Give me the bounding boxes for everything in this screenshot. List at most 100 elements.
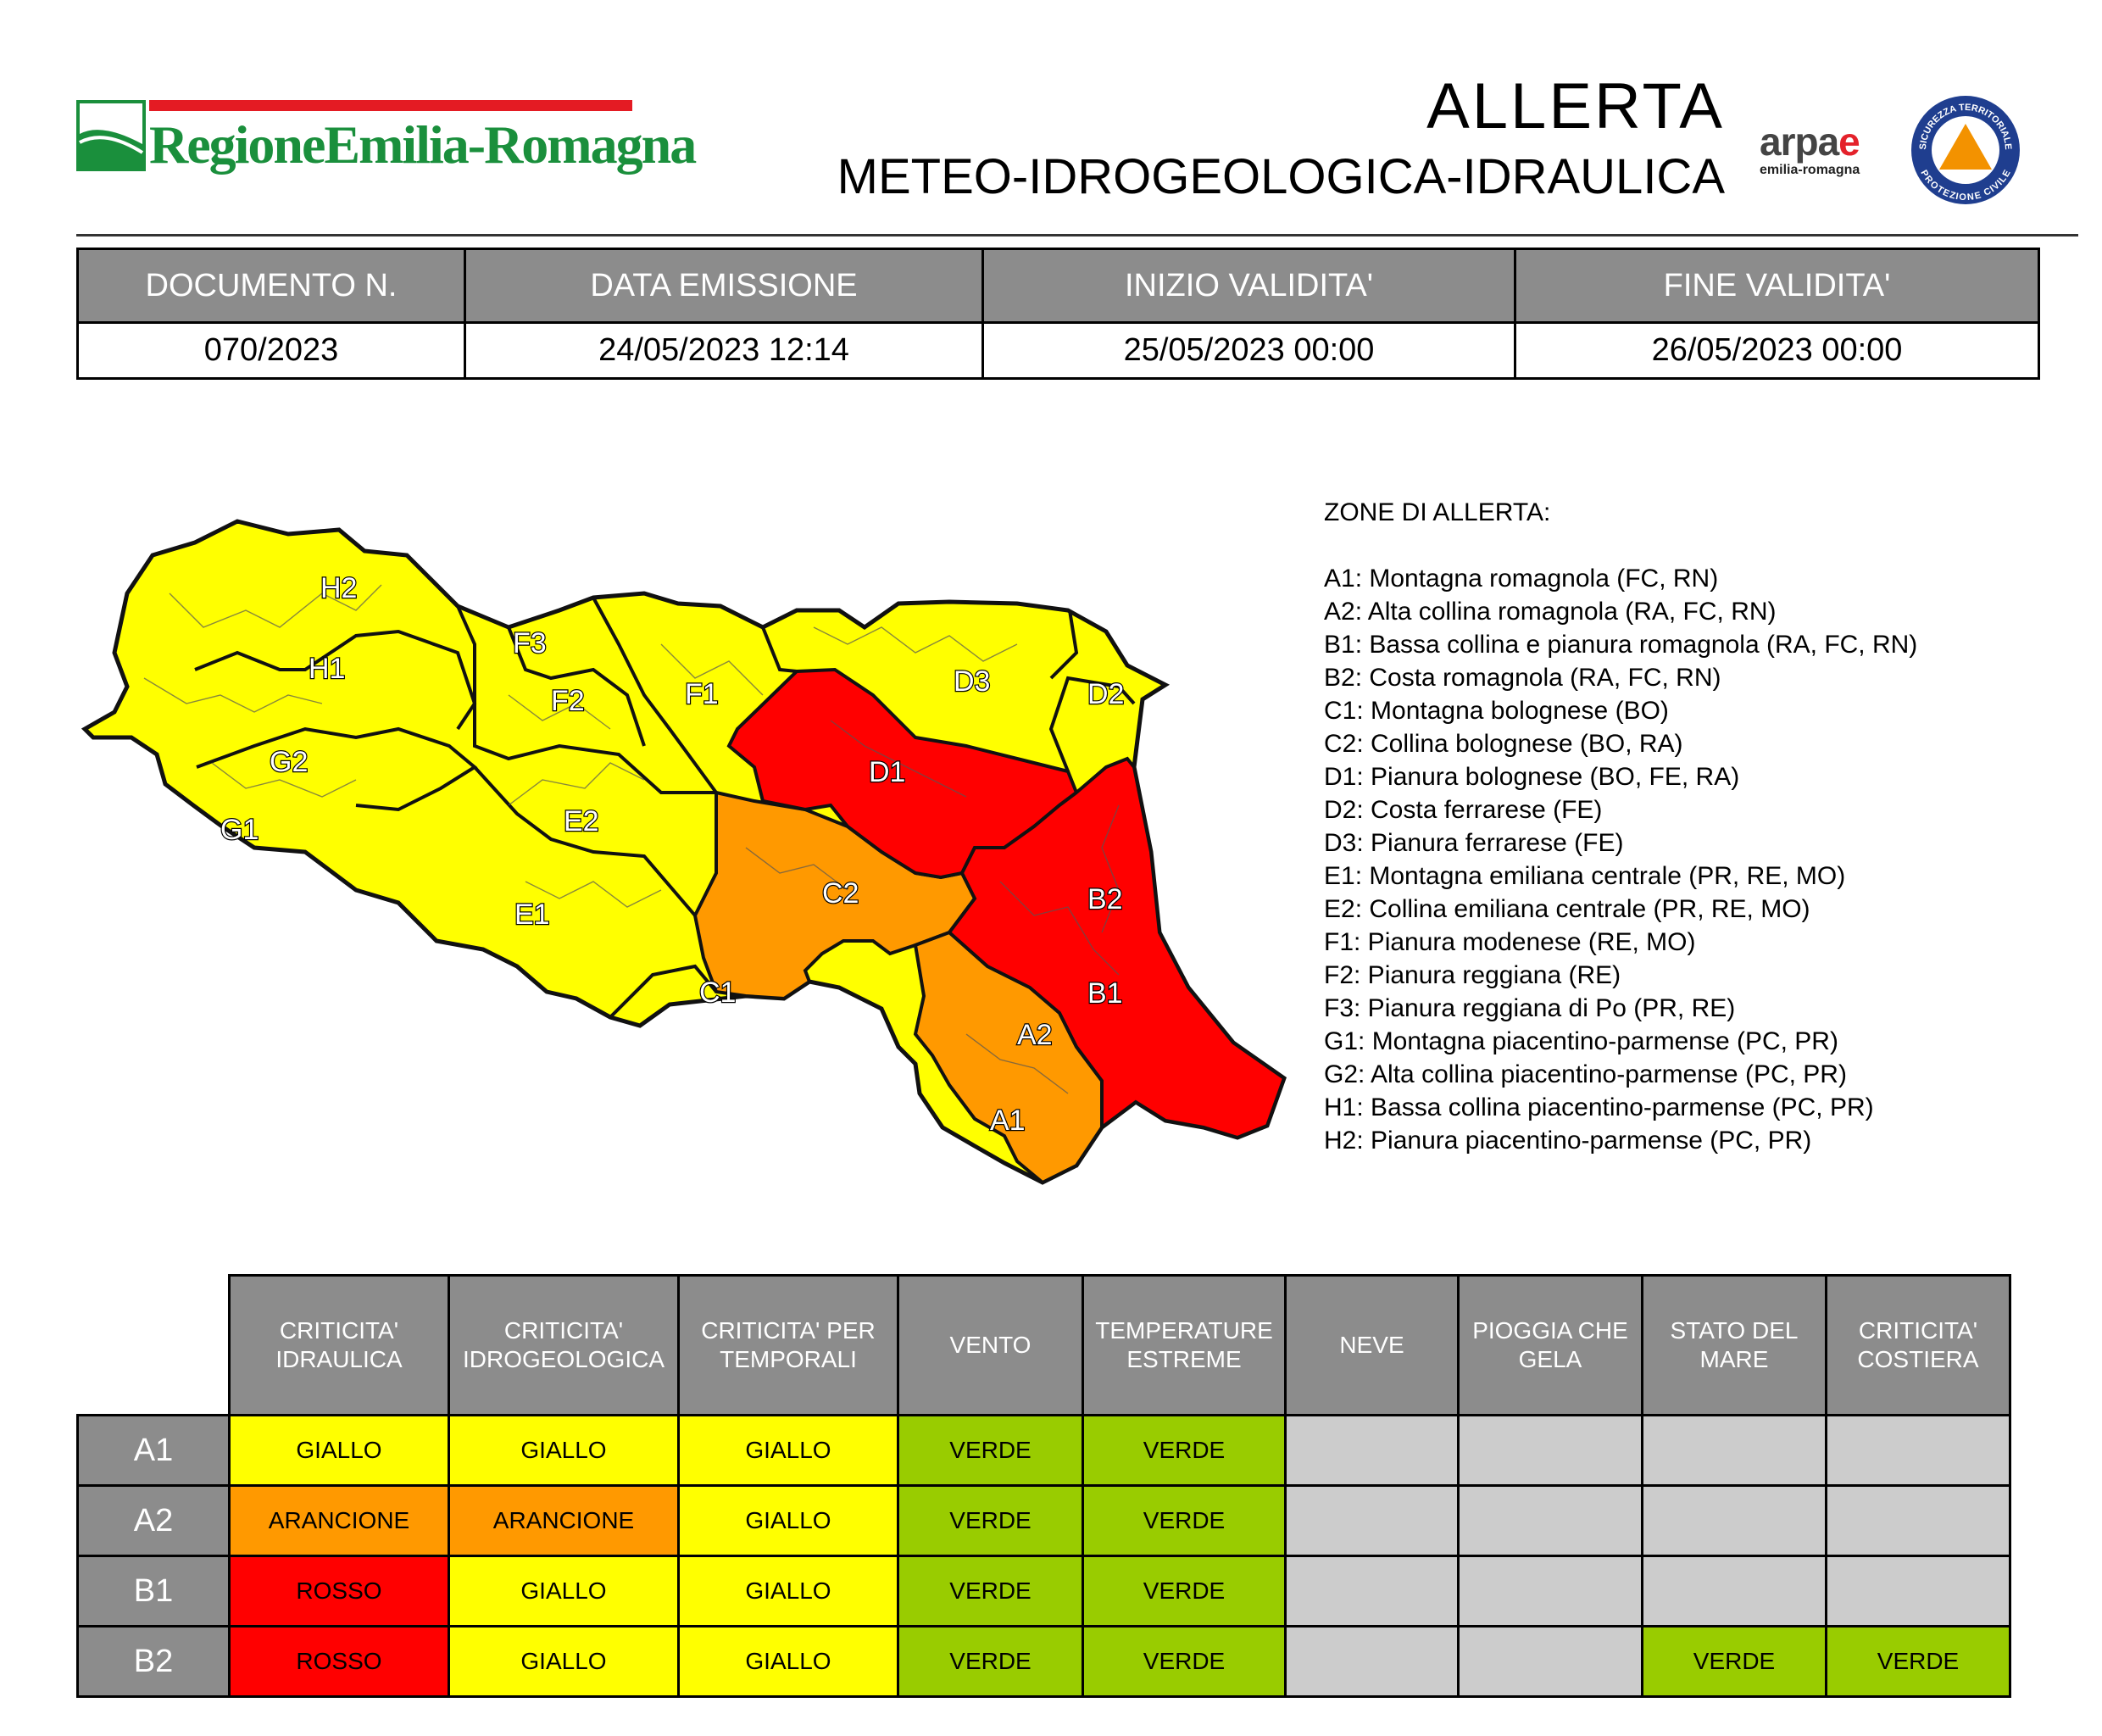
zone-item: E2: Collina emiliana centrale (PR, RE, M… (1324, 895, 1810, 923)
alert-column-header-line: MARE (1699, 1346, 1769, 1372)
document-info-table: DOCUMENTO N. DATA EMISSIONE INIZIO VALID… (76, 248, 2040, 380)
zone-item: D2: Costa ferrarese (FE) (1324, 796, 1603, 824)
alert-level-cell: GIALLO (677, 1625, 899, 1698)
map-label-c2: C2 (822, 877, 859, 910)
alert-level-cell (1641, 1555, 1827, 1628)
alert-level-cell (1825, 1555, 2011, 1628)
alert-level-cell (1641, 1484, 1827, 1557)
zone-item: B2: Costa romagnola (RA, FC, RN) (1324, 664, 1721, 692)
alert-column-header: CRITICITA' COSTIERA (1825, 1274, 2011, 1416)
alert-column-header-line: IDRAULICA (275, 1346, 403, 1372)
alert-column-header-line: TEMPORALI (720, 1346, 857, 1372)
map-label-d2: D2 (1087, 678, 1124, 710)
region-name: RegioneEmilia-Romagna (149, 114, 697, 175)
alert-column-header: CRITICITA' IDRAULICA (228, 1274, 450, 1416)
zone-item: G1: Montagna piacentino-parmense (PC, PR… (1324, 1027, 1838, 1055)
zone-item: D1: Pianura bolognese (BO, FE, RA) (1324, 763, 1740, 791)
alert-level-cell: ARANCIONE (228, 1484, 450, 1557)
doc-header-cell: DOCUMENTO N. (76, 248, 466, 324)
zones-legend: ZONE DI ALLERTA: A1: Montagna romagnola … (1324, 496, 1917, 1157)
doc-header-cell: INIZIO VALIDITA' (981, 248, 1516, 324)
regione-emilia-romagna-logo: RegioneEmilia-Romagna (76, 100, 697, 181)
alert-level-cell: GIALLO (448, 1555, 680, 1628)
zone-item: B1: Bassa collina e pianura romagnola (R… (1324, 631, 1918, 659)
alert-level-cell: GIALLO (677, 1414, 899, 1487)
alert-level-cell: VERDE (1082, 1414, 1287, 1487)
title-allerta: ALLERTA (1426, 70, 1725, 142)
alert-column-header: PIOGGIA CHE GELA (1457, 1274, 1643, 1416)
alert-level-cell: ROSSO (228, 1555, 450, 1628)
map-label-d1: D1 (869, 756, 905, 788)
alert-column-header: CRITICITA' IDROGEOLOGICA (448, 1274, 680, 1416)
alert-level-cell: VERDE (1825, 1625, 2011, 1698)
alert-level-cell: GIALLO (448, 1414, 680, 1487)
doc-number-value: 070/2023 (76, 321, 466, 380)
alert-table-corner (77, 1275, 230, 1416)
emission-date-value: 24/05/2023 12:14 (464, 321, 984, 380)
zone-item: E1: Montagna emiliana centrale (PR, RE, … (1324, 862, 1846, 890)
alert-column-header-line: STATO DEL (1670, 1317, 1799, 1344)
alert-level-cell (1284, 1555, 1460, 1628)
alert-column-header: NEVE (1284, 1274, 1460, 1416)
map-label-a1: A1 (990, 1104, 1026, 1137)
alert-column-header: VENTO (897, 1274, 1084, 1416)
alert-row-b2: B2 ROSSO GIALLO GIALLO VERDE VERDE VERDE VERDE (76, 1625, 2011, 1698)
alert-row-zone: A2 (76, 1484, 231, 1557)
arpae-logo-text: arpae (1760, 120, 1860, 164)
alert-level-cell: VERDE (1641, 1625, 1827, 1698)
alert-column-header: STATO DEL MARE (1641, 1274, 1827, 1416)
alert-column-header-line: PIOGGIA CHE (1472, 1317, 1628, 1344)
alert-level-cell: VERDE (1082, 1625, 1287, 1698)
alert-row-a2: A2 ARANCIONE ARANCIONE GIALLO VERDE VERDE (76, 1484, 2011, 1557)
logo-red-bar (149, 100, 632, 111)
alert-column-header-line: COSTIERA (1857, 1346, 1979, 1372)
document-info-header-row: DOCUMENTO N. DATA EMISSIONE INIZIO VALID… (76, 248, 2040, 324)
alert-column-header: TEMPERATURE ESTREME (1082, 1274, 1287, 1416)
alert-level-cell (1284, 1484, 1460, 1557)
zone-item: A2: Alta collina romagnola (RA, FC, RN) (1324, 598, 1777, 626)
map-label-d3: D3 (954, 665, 990, 698)
doc-header-cell: DATA EMISSIONE (464, 248, 984, 324)
map-label-h1: H1 (309, 653, 345, 685)
alert-header-row: CRITICITA' IDRAULICA CRITICITA' IDROGEOLOGI… (77, 1274, 2011, 1416)
alert-level-cell: GIALLO (677, 1484, 899, 1557)
alert-column-header-line: CRITICITA' (1858, 1317, 1978, 1344)
alert-levels-table: CRITICITA' IDRAULICA CRITICITA' IDROGEOLOGI… (76, 1274, 2011, 1698)
alert-level-cell: GIALLO (677, 1555, 899, 1628)
zone-item: C2: Collina bolognese (BO, RA) (1324, 730, 1683, 758)
alert-row-zone: B2 (76, 1625, 231, 1698)
alert-level-cell (1641, 1414, 1827, 1487)
map-label-b1: B1 (1087, 977, 1123, 1010)
alert-zones-map: H2 H1 F3 F2 F1 G2 G1 E2 E1 D3 D2 D1 C2 C… (81, 519, 1287, 1185)
alert-level-cell: GIALLO (448, 1625, 680, 1698)
alert-level-cell: VERDE (897, 1625, 1084, 1698)
alert-column-header-line: CRITICITA' (279, 1317, 399, 1344)
map-label-b2: B2 (1087, 883, 1123, 915)
validity-end-value: 26/05/2023 00:00 (1514, 321, 2040, 380)
alert-level-cell: ARANCIONE (448, 1484, 680, 1557)
zone-item: G2: Alta collina piacentino-parmense (PC… (1324, 1060, 1847, 1088)
alert-column-header: CRITICITA' PER TEMPORALI (677, 1274, 899, 1416)
zone-item: F2: Pianura reggiana (RE) (1324, 961, 1621, 989)
alert-level-cell: ROSSO (228, 1625, 450, 1698)
validity-start-value: 25/05/2023 00:00 (981, 321, 1516, 380)
arpae-logo-sub: emilia-romagna (1760, 163, 1860, 177)
zone-item: D3: Pianura ferrarese (FE) (1324, 829, 1624, 857)
doc-header-cell: FINE VALIDITA' (1514, 248, 2040, 324)
alert-column-header-line: GELA (1518, 1346, 1582, 1372)
alert-column-header-line: CRITICITA' PER (701, 1317, 876, 1344)
header-divider (76, 234, 2078, 236)
alert-level-cell (1825, 1414, 2011, 1487)
zones-title: ZONE DI ALLERTA: (1324, 498, 1551, 526)
alert-row-zone: B1 (76, 1555, 231, 1628)
alert-level-cell (1457, 1625, 1643, 1698)
map-label-f2: F2 (551, 685, 585, 717)
arpae-logo: arpae emilia-romagna (1760, 119, 1892, 186)
map-label-e2: E2 (564, 805, 599, 837)
map-label-c1: C1 (699, 976, 736, 1009)
alert-column-header-line: VENTO (949, 1332, 1032, 1358)
alert-row-zone: A1 (76, 1414, 231, 1487)
map-label-a2: A2 (1017, 1019, 1053, 1051)
map-label-h2: H2 (320, 572, 357, 604)
alert-level-cell: VERDE (897, 1414, 1084, 1487)
